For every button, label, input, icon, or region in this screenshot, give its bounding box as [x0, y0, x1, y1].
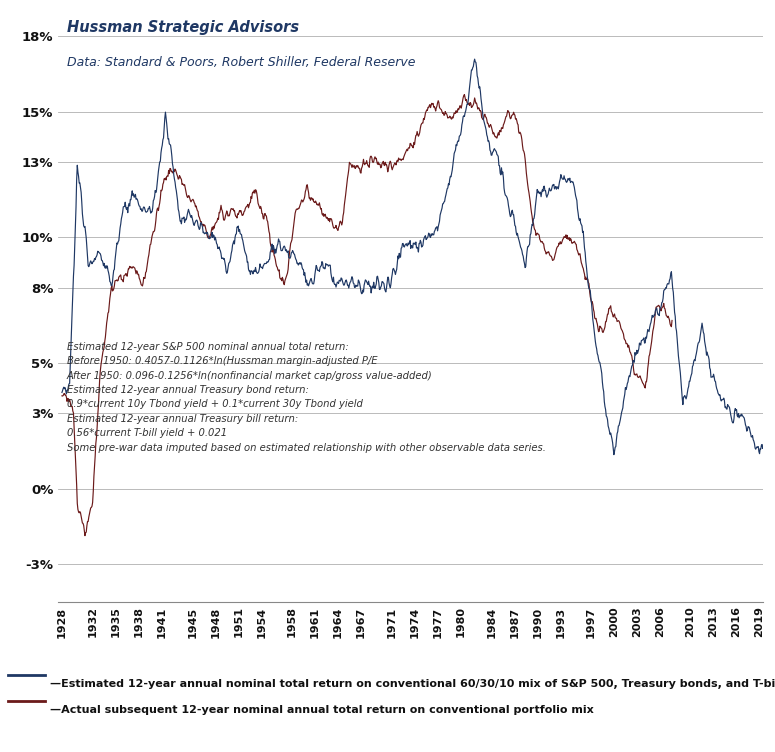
- Text: —Estimated 12-year annual nominal total return on conventional 60/30/10 mix of S: —Estimated 12-year annual nominal total …: [50, 679, 775, 689]
- Text: —Actual subsequent 12-year nominal annual total return on conventional portfolio: —Actual subsequent 12-year nominal annua…: [50, 705, 594, 715]
- Text: Data: Standard & Poors, Robert Shiller, Federal Reserve: Data: Standard & Poors, Robert Shiller, …: [67, 56, 415, 68]
- Text: Hussman Strategic Advisors: Hussman Strategic Advisors: [67, 20, 298, 35]
- Text: Estimated 12-year S&P 500 nominal annual total return:
Before 1950: 0.4057-0.112: Estimated 12-year S&P 500 nominal annual…: [67, 342, 546, 453]
